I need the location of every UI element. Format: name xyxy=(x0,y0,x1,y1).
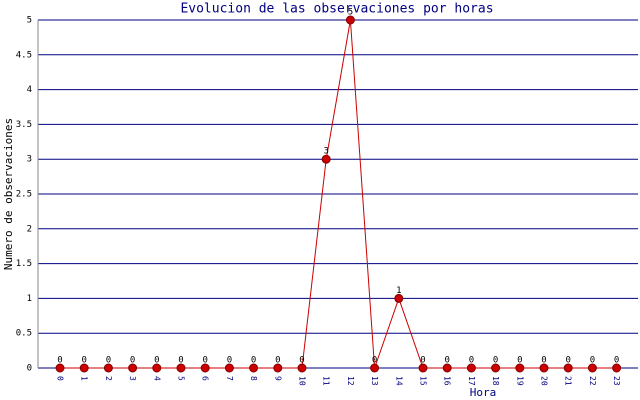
y-tick-label: 1 xyxy=(27,294,32,304)
point xyxy=(103,363,113,373)
data-label: 0 xyxy=(372,356,377,366)
data-label: 0 xyxy=(493,356,498,366)
data-label: 1 xyxy=(396,286,401,296)
data-label: 0 xyxy=(275,356,280,366)
point xyxy=(394,293,404,303)
data-label: 0 xyxy=(614,356,619,366)
point xyxy=(321,154,331,164)
point xyxy=(539,363,549,373)
data-label: 0 xyxy=(565,356,570,366)
x-tick-label: 6 xyxy=(201,376,210,381)
point xyxy=(152,363,162,373)
x-tick-label: 16 xyxy=(443,376,452,386)
data-label: 0 xyxy=(178,356,183,366)
data-label: 0 xyxy=(251,356,256,366)
data-label: 0 xyxy=(227,356,232,366)
x-tick-label: 18 xyxy=(491,376,500,386)
x-tick-label: 22 xyxy=(588,376,597,386)
point xyxy=(515,363,525,373)
point xyxy=(224,363,234,373)
data-label: 0 xyxy=(469,356,474,366)
y-tick-label: 4 xyxy=(27,85,32,95)
data-label: 5 xyxy=(348,8,353,18)
y-tick-label: 0 xyxy=(27,364,32,374)
y-tick-label: 0.5 xyxy=(16,329,32,339)
point xyxy=(418,363,428,373)
x-tick-label: 0 xyxy=(56,376,65,381)
x-tick-label: 21 xyxy=(564,376,573,386)
point xyxy=(612,363,622,373)
x-tick-label: 23 xyxy=(612,376,621,386)
x-tick-label: 20 xyxy=(540,376,549,386)
data-label: 0 xyxy=(299,356,304,366)
data-label: 0 xyxy=(202,356,207,366)
chart-title: Evolucion de las observaciones por horas xyxy=(180,2,493,17)
data-label: 0 xyxy=(57,356,62,366)
point xyxy=(128,363,138,373)
x-tick-label: 5 xyxy=(177,376,186,381)
point xyxy=(587,363,597,373)
x-tick-label: 10 xyxy=(298,376,307,386)
point xyxy=(345,15,355,25)
point xyxy=(176,363,186,373)
point xyxy=(297,363,307,373)
x-axis-label: Hora xyxy=(470,386,497,399)
x-tick-label: 15 xyxy=(419,376,428,386)
point xyxy=(55,363,65,373)
point xyxy=(563,363,573,373)
x-tick-label: 11 xyxy=(322,376,331,386)
x-tick-label: 19 xyxy=(515,376,524,386)
x-tick-label: 4 xyxy=(152,376,161,381)
x-tick-label: 7 xyxy=(225,376,234,381)
point xyxy=(442,363,452,373)
data-label: 0 xyxy=(420,356,425,366)
data-label: 0 xyxy=(590,356,595,366)
data-label: 3 xyxy=(323,147,328,157)
data-label: 0 xyxy=(541,356,546,366)
x-tick-label: 3 xyxy=(128,376,137,381)
data-label: 0 xyxy=(81,356,86,366)
x-tick-label: 17 xyxy=(467,376,476,386)
y-tick-label: 2.5 xyxy=(16,190,32,200)
y-tick-label: 1.5 xyxy=(16,259,32,269)
y-axis-label: Numero de observaciones xyxy=(2,118,15,270)
x-tick-label: 2 xyxy=(104,376,113,381)
y-tick-label: 5 xyxy=(27,16,32,26)
point xyxy=(200,363,210,373)
x-tick-label: 1 xyxy=(80,376,89,381)
x-tick-label: 13 xyxy=(370,376,379,386)
point xyxy=(491,363,501,373)
data-label: 0 xyxy=(517,356,522,366)
point xyxy=(273,363,283,373)
y-tick-label: 3 xyxy=(27,155,32,165)
x-tick-label: 14 xyxy=(394,376,403,386)
y-tick-label: 2 xyxy=(27,224,32,234)
point xyxy=(370,363,380,373)
data-label: 0 xyxy=(106,356,111,366)
y-tick-label: 3.5 xyxy=(16,120,32,130)
point xyxy=(79,363,89,373)
point xyxy=(466,363,476,373)
data-label: 0 xyxy=(444,356,449,366)
point xyxy=(249,363,259,373)
data-label: 0 xyxy=(154,356,159,366)
x-tick-label: 8 xyxy=(249,376,258,381)
y-tick-label: 4.5 xyxy=(16,50,32,60)
data-label: 0 xyxy=(130,356,135,366)
x-tick-label: 9 xyxy=(273,376,282,381)
x-tick-label: 12 xyxy=(346,376,355,386)
